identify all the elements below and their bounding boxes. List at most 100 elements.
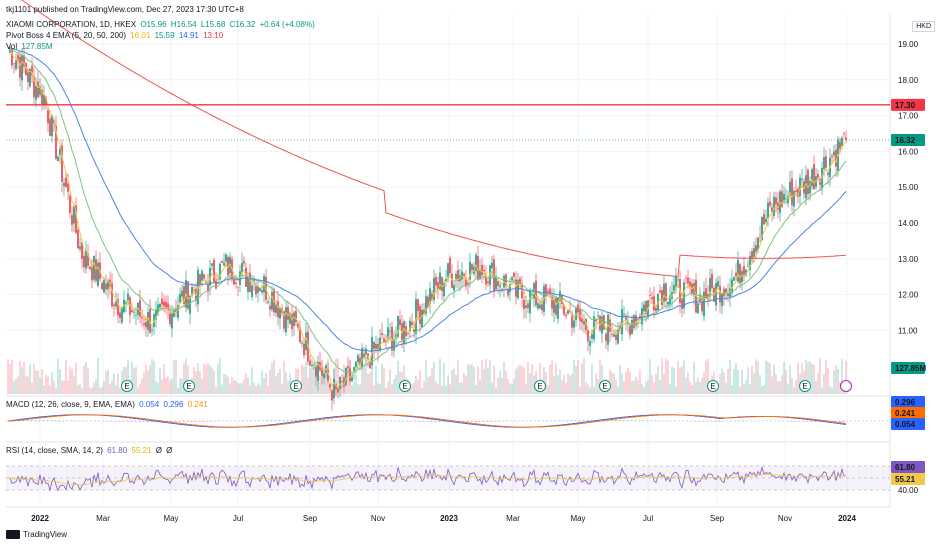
currency-badge[interactable]: HKD xyxy=(912,21,935,32)
volume-bar xyxy=(425,359,427,394)
candle xyxy=(141,316,143,319)
volume-bar xyxy=(707,359,709,394)
macd-hist-bar xyxy=(267,420,269,421)
volume-bar xyxy=(483,368,485,394)
candle xyxy=(773,196,775,216)
candle xyxy=(427,296,429,308)
macd-hist-badge: 0.241 xyxy=(895,409,916,418)
macd-hist-bar xyxy=(443,421,445,423)
macd-hist-bar xyxy=(559,420,561,421)
volume-bar xyxy=(451,370,453,394)
candle xyxy=(331,390,333,401)
volume-bar xyxy=(205,365,207,394)
volume-last-label-bg xyxy=(891,362,925,374)
candle xyxy=(93,255,95,280)
candle xyxy=(193,289,195,291)
candle xyxy=(317,361,319,381)
volume-bar xyxy=(673,367,675,394)
candle xyxy=(801,179,803,181)
macd-hist-bar xyxy=(51,420,53,421)
candle xyxy=(583,321,585,325)
candle xyxy=(341,381,343,382)
volume-bar xyxy=(67,380,69,394)
candle xyxy=(247,276,249,292)
volume-bar xyxy=(599,359,601,394)
macd-hist-bar xyxy=(327,420,329,421)
candle xyxy=(471,264,473,271)
volume-bar xyxy=(213,370,215,394)
volume-bar xyxy=(21,367,23,394)
earnings-marker-label: E xyxy=(802,382,807,391)
candle xyxy=(215,279,217,289)
volume-bar xyxy=(447,375,449,394)
volume-bar xyxy=(445,385,447,394)
price-tick-label: 11.00 xyxy=(898,326,918,335)
candle xyxy=(827,172,829,175)
candle xyxy=(69,195,71,213)
macd-hist-bar xyxy=(811,421,813,422)
volume-bar xyxy=(705,360,707,394)
volume-bar xyxy=(133,368,135,394)
volume-bar xyxy=(387,381,389,394)
volume-bar xyxy=(765,360,767,394)
volume-bar xyxy=(229,383,231,394)
earnings-marker xyxy=(534,380,546,392)
symbol-name: XIAOMI CORPORATION, 1D, HKEX xyxy=(6,20,137,29)
candle xyxy=(817,173,819,178)
candle xyxy=(421,309,423,328)
candle xyxy=(347,365,349,369)
candle xyxy=(17,55,19,62)
volume-bar xyxy=(639,369,641,394)
volume-bar xyxy=(513,379,515,394)
volume-bar xyxy=(235,380,237,394)
volume-bar xyxy=(147,370,149,394)
volume-bar xyxy=(225,374,227,394)
candle xyxy=(761,216,763,241)
volume-bar xyxy=(721,368,723,394)
volume-bar xyxy=(633,380,635,394)
macd-hist-bar xyxy=(291,420,293,421)
macd-hist-bar xyxy=(307,419,309,421)
volume-bar xyxy=(431,368,433,394)
volume-bar xyxy=(729,359,731,394)
macd-hist-bar xyxy=(115,421,117,422)
macd-hist-bar xyxy=(567,420,569,421)
volume-bar xyxy=(733,369,735,394)
macd-hist-bar xyxy=(635,420,637,421)
candle xyxy=(111,283,113,307)
volume-bar xyxy=(515,368,517,394)
volume-bar xyxy=(265,372,267,394)
candle xyxy=(149,309,151,333)
candle xyxy=(357,355,359,363)
volume-bar xyxy=(377,383,379,394)
volume-bar xyxy=(477,366,479,394)
candle xyxy=(369,361,371,369)
candle xyxy=(619,325,621,330)
candle xyxy=(595,318,597,322)
candle xyxy=(63,182,65,187)
candle xyxy=(311,365,313,367)
candle xyxy=(623,313,625,315)
volume-bar xyxy=(383,367,385,394)
candle xyxy=(673,284,675,294)
candle xyxy=(721,293,723,306)
candle xyxy=(577,304,579,313)
volume-bar xyxy=(785,369,787,394)
macd-hist-bar xyxy=(203,421,205,422)
volume-bar xyxy=(131,361,133,394)
volume-bar xyxy=(167,376,169,394)
candle xyxy=(365,348,367,355)
volume-bar xyxy=(745,380,747,394)
macd-hist-bar xyxy=(791,421,793,422)
volume-bar xyxy=(811,363,813,394)
volume-bar xyxy=(655,373,657,394)
volume-bar xyxy=(83,365,85,394)
macd-hist-bar xyxy=(31,420,33,421)
candle xyxy=(37,81,39,98)
volume-bar xyxy=(273,359,275,394)
volume-bar xyxy=(345,379,347,394)
tradingview-logo-icon xyxy=(6,530,20,539)
volume-bar xyxy=(437,383,439,394)
volume-bar xyxy=(579,386,581,394)
candle xyxy=(131,310,133,313)
